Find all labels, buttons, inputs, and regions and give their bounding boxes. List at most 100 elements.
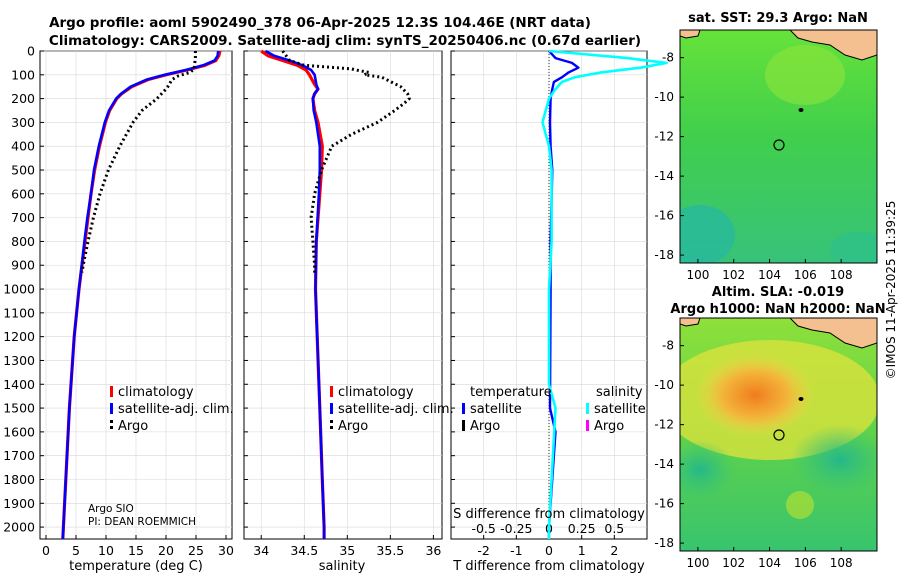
lat-tick-label: -10 [654,378,674,392]
difference-panel: -2 -1 0 1 2 -0.5 -0.25 0 0.25 0.5 S difference f… [450,49,668,574]
sst-map-title: sat. SST: 29.3 Argo: NaN [688,11,868,26]
depth-tick-label: 500 [11,163,35,178]
x-tick-label: 0 [545,543,553,558]
sla-map-field [680,318,877,551]
depth-tick-label: 600 [11,186,35,201]
sla-low-anomaly [790,425,877,495]
salinity-lines [260,49,411,539]
legend-swatch-satellite-adj [110,403,113,414]
legend-swatch-argo-b [110,426,113,429]
depth-tick-label: 0 [27,44,35,59]
credit-pi-name: PI: DEAN ROEMMICH [88,516,196,528]
s-diff-tick-label: -0.25 [500,521,532,536]
legend-swatch-satellite-adj [330,403,333,414]
sst-cool-patch-2 [830,232,877,263]
lat-tick-label: -12 [654,130,674,144]
legend-label-climatology: climatology [338,385,414,400]
credit-argo-sio: Argo SIO [88,503,134,515]
difference-legend: temperature satellite Argo salinity sate… [462,385,646,434]
legend-swatch-temp-argo [462,420,465,431]
sla-bottom-high [786,491,814,519]
lat-tick-label: -10 [654,90,674,104]
profile-location-marker [773,429,785,441]
figure-title-line1: Argo profile: aoml 5902490_378 06-Apr-20… [49,15,591,31]
lon-tick-label: 104 [758,268,781,282]
x-tick-label: 1 [578,543,586,558]
figure-title-line2: Climatology: CARS2009. Satellite-adj cli… [49,33,641,49]
s-diff-tick-label: 0.5 [604,521,624,536]
legend-swatch-argo [110,420,113,423]
s-difference-label: S difference from climatology [453,507,645,522]
lon-tick-label: 108 [830,556,853,570]
series-line-climatology [61,50,222,540]
lat-tick-label: -8 [662,339,674,353]
lat-tick-label: -18 [654,536,674,550]
x-tick-label: 5 [72,543,80,558]
sla-map-title-line1: Altim. SLA: -0.019 [712,285,844,300]
lat-tick-label: -16 [654,497,674,511]
sst-map-lon-ticks: 100 102 104 106 108 [686,259,853,282]
x-tick-label: 35.5 [376,543,404,558]
difference-lines [541,49,668,539]
sla-map-lat-ticks: -8 -10 -12 -14 -16 -18 [654,339,684,550]
series-line-salinity-satellite [541,49,668,539]
temperature-lines [61,50,222,540]
sst-map-frame [679,29,878,264]
legend-swatch-argo [330,420,333,423]
x-tick-label: 36 [425,543,441,558]
imos-timestamp: ©IMOS 11-Apr-2025 11:39:25 [884,201,898,380]
legend-header-salinity: salinity [596,385,643,400]
sst-cool-patch [680,205,735,263]
land-java [789,318,877,349]
legend-label-temp-argo: Argo [470,419,500,434]
legend-label-climatology: climatology [118,385,194,400]
series-line-argo [281,50,411,275]
depth-tick-labels: 0 100 200 300 400 500 600 700 800 900 1000 1100 1200… [3,44,35,535]
depth-tick-label: 1100 [3,305,35,320]
temperature-tick-labels: 0 5 10 15 20 25 30 [42,543,234,558]
sst-map: sat. SST: 29.3 Argo: NaN 100 102 104 106 108… [654,11,878,282]
legend-header-temperature: temperature [470,385,552,400]
lon-tick-label: 100 [686,556,709,570]
temperature-xlabel: temperature (deg C) [69,559,203,574]
lat-tick-label: -8 [662,51,674,65]
t-difference-tick-labels: -2 -1 0 1 2 [477,543,618,558]
sla-map-frame [679,317,878,552]
x-tick-label: 34.5 [290,543,318,558]
profile-location-marker [773,139,785,151]
x-tick-label: -2 [477,543,489,558]
depth-tick-label: 1700 [3,448,35,463]
salinity-axes-frame [243,50,443,540]
depth-tick-label: 400 [11,139,35,154]
lon-tick-label: 102 [722,268,745,282]
lon-tick-label: 106 [794,268,817,282]
salinity-xlabel: salinity [319,559,366,574]
x-tick-label: 25 [188,543,204,558]
lon-tick-label: 104 [758,556,781,570]
legend-label-argo: Argo [338,419,368,434]
lon-tick-label: 100 [686,268,709,282]
x-tick-label: 35 [339,543,355,558]
legend-swatch-sal-argo [586,420,589,431]
legend-swatch-climatology [110,386,113,397]
sla-map-title-line2: Argo h1000: NaN h2000: NaN [670,302,885,317]
sst-map-field [680,30,877,263]
lat-tick-label: -14 [654,457,674,471]
t-difference-xlabel: T difference from climatology [452,559,645,574]
legend-label-satellite-adj: satellite-adj. clim. [338,402,454,417]
sla-map: Altim. SLA: -0.019 Argo h1000: NaN h2000… [654,285,885,570]
lat-tick-label: -18 [654,248,674,262]
depth-tick-label: 1900 [3,496,35,511]
x-tick-label: 10 [98,543,114,558]
lon-tick-label: 108 [830,268,853,282]
depth-tick-label: 1400 [3,377,35,392]
x-tick-label: 2 [610,543,618,558]
salinity-legend: climatology satellite-adj. clim. Argo [330,385,454,434]
depth-tick-label: 1000 [3,282,35,297]
lon-tick-label: 102 [722,556,745,570]
legend-swatch-sal-satellite [586,403,589,414]
depth-tick-label: 300 [11,115,35,130]
salinity-panel: 34 34.5 35 35.5 36 salinity climatology sate… [243,49,454,574]
sla-map-lon-ticks: 100 102 104 106 108 [686,547,853,570]
x-tick-label: 34 [253,543,269,558]
